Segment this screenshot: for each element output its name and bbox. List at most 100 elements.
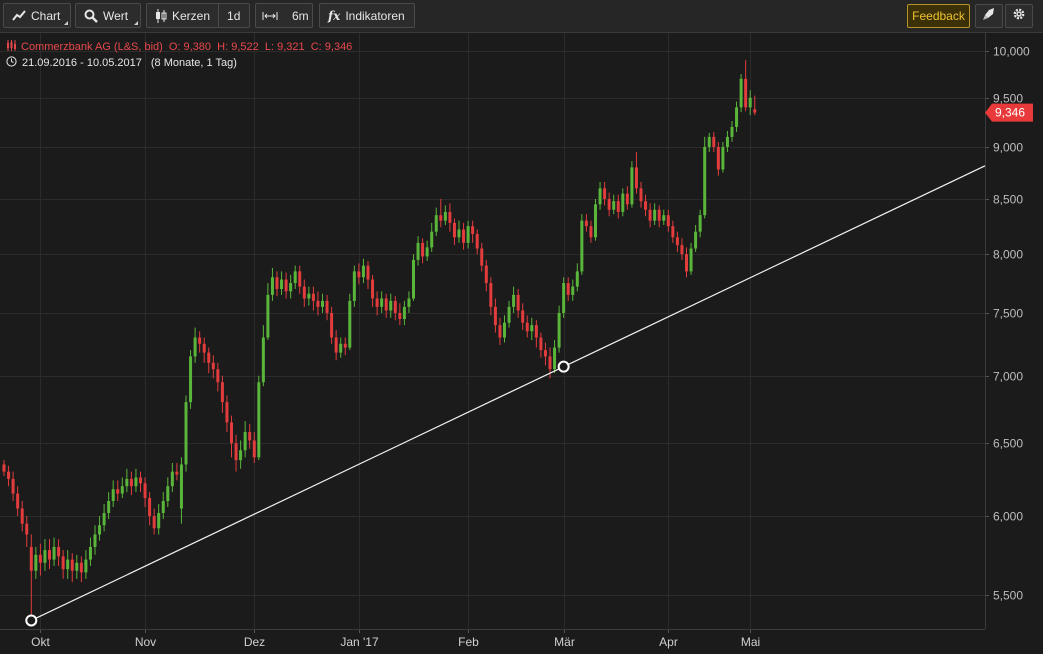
candle-body — [170, 471, 174, 487]
candle-body — [462, 229, 466, 243]
candle-body — [125, 478, 129, 487]
symbol-search-button[interactable]: Wert — [75, 3, 141, 28]
instrument-info: Commerzbank AG (L&S, bid) O: 9,380 H: 9,… — [6, 40, 352, 54]
settings-button[interactable] — [1005, 4, 1033, 28]
candle-body — [252, 440, 256, 458]
candle-body — [739, 78, 743, 108]
candle-body — [93, 534, 97, 547]
candle-body — [516, 294, 520, 311]
candle-body — [553, 347, 557, 370]
candle-body — [671, 226, 675, 238]
indicators-button[interactable]: fx Indikatoren — [319, 3, 415, 28]
candle-body — [489, 283, 493, 307]
candle-body — [735, 107, 739, 127]
candle-body — [29, 546, 33, 571]
candle-body — [621, 193, 625, 212]
feedback-button[interactable]: Feedback — [907, 4, 970, 28]
candle-body — [571, 286, 575, 295]
x-tick-label: Nov — [135, 635, 156, 649]
candle-body — [525, 322, 529, 332]
x-tick-label: Jan '17 — [340, 635, 379, 649]
candle-body — [662, 215, 666, 221]
period-duration: (8 Monate, 1 Tag) — [150, 57, 237, 69]
candle-body — [653, 209, 657, 221]
candle-body — [248, 432, 252, 441]
x-tick-label: Apr — [659, 635, 678, 649]
candle-body — [443, 211, 447, 221]
fx-icon: fx — [328, 8, 341, 23]
toolbar: Chart Wert Kerzen 1d 6m fx Indikatoren F… — [0, 0, 1043, 33]
gear-icon — [1012, 7, 1026, 26]
candle-body — [25, 523, 29, 535]
candle-body — [475, 233, 479, 249]
candle-body — [498, 325, 502, 338]
candle-body — [57, 546, 61, 557]
candle-body — [207, 352, 211, 363]
range-group: 6m — [255, 3, 313, 28]
chart-type-label: Chart — [31, 8, 61, 23]
candle-body — [66, 559, 70, 570]
candle-body — [116, 489, 120, 494]
y-tick-label: 6,000 — [993, 510, 1023, 524]
candle-body — [280, 279, 284, 289]
candle-mini-icon — [6, 40, 17, 54]
dropdown-corner-icon — [134, 21, 138, 25]
candle-body — [166, 486, 170, 502]
chart-type-button[interactable]: Chart — [3, 3, 71, 28]
candle-body — [289, 283, 293, 292]
candle-body — [534, 325, 538, 338]
candle-body — [107, 501, 111, 514]
candle-body — [84, 559, 88, 573]
candle-body — [566, 283, 570, 295]
candle-body — [270, 277, 274, 295]
candle-body — [366, 265, 370, 280]
candle-body — [439, 215, 443, 221]
x-tick-label: Mai — [741, 635, 760, 649]
candle-body — [689, 248, 693, 272]
search-icon — [84, 9, 98, 23]
candle-body — [220, 382, 224, 403]
y-tick-label: 7,500 — [993, 307, 1023, 321]
y-tick-label: 10,000 — [993, 45, 1030, 59]
range-selector[interactable]: 6m — [292, 8, 309, 23]
candle-body — [316, 300, 320, 307]
y-tick-label: 8,500 — [993, 193, 1023, 207]
y-tick-label: 5,500 — [993, 589, 1023, 603]
candle-body — [184, 402, 188, 465]
candle-body — [548, 356, 552, 370]
candle-body — [375, 298, 379, 307]
candle-body — [61, 556, 65, 570]
price-chart[interactable]: 5,500 6,000 6,500 7,000 7,500 8,000 8,500 9,000… — [0, 33, 1043, 654]
x-tick-label: Mär — [554, 635, 575, 649]
candle-body — [407, 298, 411, 307]
last-price-badge — [985, 103, 1033, 122]
range-arrows-icon[interactable] — [256, 4, 284, 27]
candle-body — [398, 312, 402, 320]
candle-body — [584, 220, 588, 227]
candle-body — [434, 215, 438, 232]
trendline — [31, 165, 986, 621]
candle-body — [284, 279, 288, 292]
candle-body — [744, 78, 748, 108]
candle-body — [539, 337, 543, 351]
candle-body — [70, 559, 74, 571]
candle-body — [261, 337, 265, 383]
y-tick-label: 8,000 — [993, 248, 1023, 262]
candle-body — [712, 136, 716, 147]
candle-body — [466, 226, 470, 243]
draw-tools-button[interactable] — [975, 4, 1003, 28]
interval-selector[interactable]: 1d — [227, 8, 241, 23]
candle-body — [152, 516, 156, 529]
chart-background — [0, 33, 1043, 654]
candles-style-label[interactable]: Kerzen — [172, 8, 211, 23]
candlestick-icon[interactable] — [155, 8, 167, 23]
candle-body — [293, 271, 297, 284]
candle-body — [230, 422, 233, 444]
candle-body — [402, 306, 406, 320]
candle-body — [339, 343, 343, 353]
dropdown-corner-icon — [64, 21, 68, 25]
candle-body — [48, 550, 51, 560]
candle-body — [348, 300, 352, 348]
candle-body — [243, 432, 247, 451]
candle-body — [161, 501, 165, 514]
